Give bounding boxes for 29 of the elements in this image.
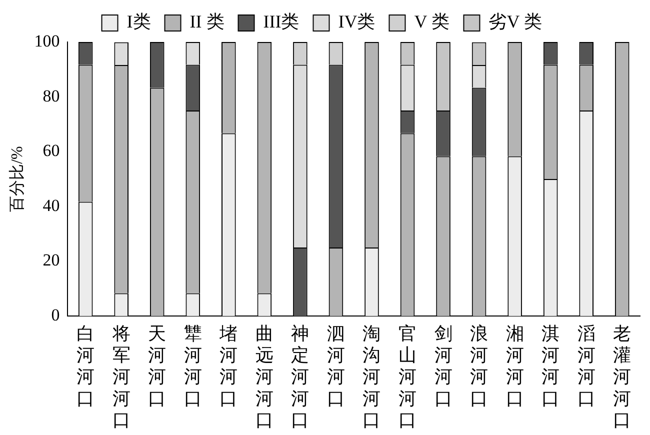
x-tick-label: 淇河河口	[542, 324, 560, 408]
y-tick-label: 0	[51, 305, 60, 324]
y-tick-label: 40	[42, 196, 60, 215]
x-tick-label: 官山河河口	[398, 324, 417, 430]
legend-label: 劣V 类	[488, 12, 542, 32]
x-tick-label: 犨河河口	[184, 324, 202, 408]
legend-label: V 类	[414, 12, 450, 32]
x-tick-label: 神定河河口	[291, 324, 310, 430]
y-tick-label: 100	[34, 31, 60, 50]
x-tick-label: 老灌河河口	[613, 324, 632, 430]
y-tick-label: 60	[42, 141, 60, 160]
legend-label: III类	[263, 12, 300, 32]
x-tick-label: 将军河河口	[111, 324, 130, 430]
legend-label: I类	[126, 12, 151, 32]
x-tick-label: 天河河口	[148, 324, 166, 408]
legend-label: II 类	[190, 12, 224, 32]
x-tick-label: 浪河河口	[470, 324, 488, 408]
legend-label: IV类	[338, 12, 376, 32]
y-tick-label: 20	[42, 250, 60, 270]
x-tick-label: 滔河河口	[577, 324, 596, 408]
x-tick-label: 淘沟河河口	[362, 324, 381, 430]
x-tick-label: 曲远河河口	[255, 324, 274, 430]
x-tick-label: 泗河河口	[326, 324, 345, 408]
x-tick-label: 剑河河口	[434, 324, 452, 408]
x-tick-label: 堵河河口	[218, 324, 238, 408]
x-tick-label: 白河河口	[76, 324, 95, 408]
x-tick-label: 湘河河口	[506, 324, 524, 408]
y-tick-label: 80	[42, 86, 60, 106]
y-axis-title: 百分比/%	[8, 146, 26, 212]
